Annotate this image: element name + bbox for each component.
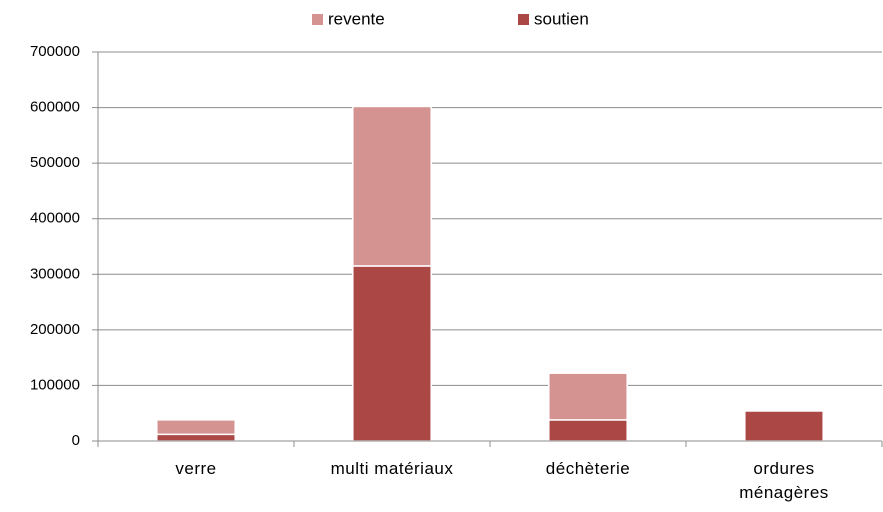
x-tick-label-box: déchèterie <box>545 459 631 478</box>
y-tick-label: 600000 <box>30 99 80 116</box>
bar-segment <box>744 410 824 442</box>
x-tick-label-box: multi matériaux <box>330 459 454 478</box>
y-tick-label: 500000 <box>30 154 80 171</box>
y-tick-label: 400000 <box>30 210 80 227</box>
bar-segment <box>548 419 628 442</box>
bar-segment <box>352 265 432 442</box>
legend-label: revente <box>328 9 385 28</box>
y-tick-label: 200000 <box>30 321 80 338</box>
y-tick-label: 0 <box>72 432 80 449</box>
x-tick-label-box: verre <box>175 459 217 478</box>
y-tick-label: 100000 <box>30 376 80 393</box>
legend-swatch <box>312 14 323 25</box>
x-tick-label: déchèterie <box>545 459 631 478</box>
legend-label: soutien <box>534 9 589 28</box>
bar-segment <box>156 433 236 442</box>
x-tick-label: ordures ménagères <box>739 459 829 502</box>
x-tick-label: verre <box>175 459 217 478</box>
legend-swatch <box>518 14 529 25</box>
y-tick-label: 700000 <box>30 43 80 60</box>
x-tick-label: multi matériaux <box>330 459 454 478</box>
y-tick-label: 300000 <box>30 265 80 282</box>
bar-segment <box>352 105 432 267</box>
bar-segment <box>548 372 628 421</box>
bar-segment <box>156 419 236 436</box>
x-tick-label-box: ordures ménagères <box>739 459 829 502</box>
